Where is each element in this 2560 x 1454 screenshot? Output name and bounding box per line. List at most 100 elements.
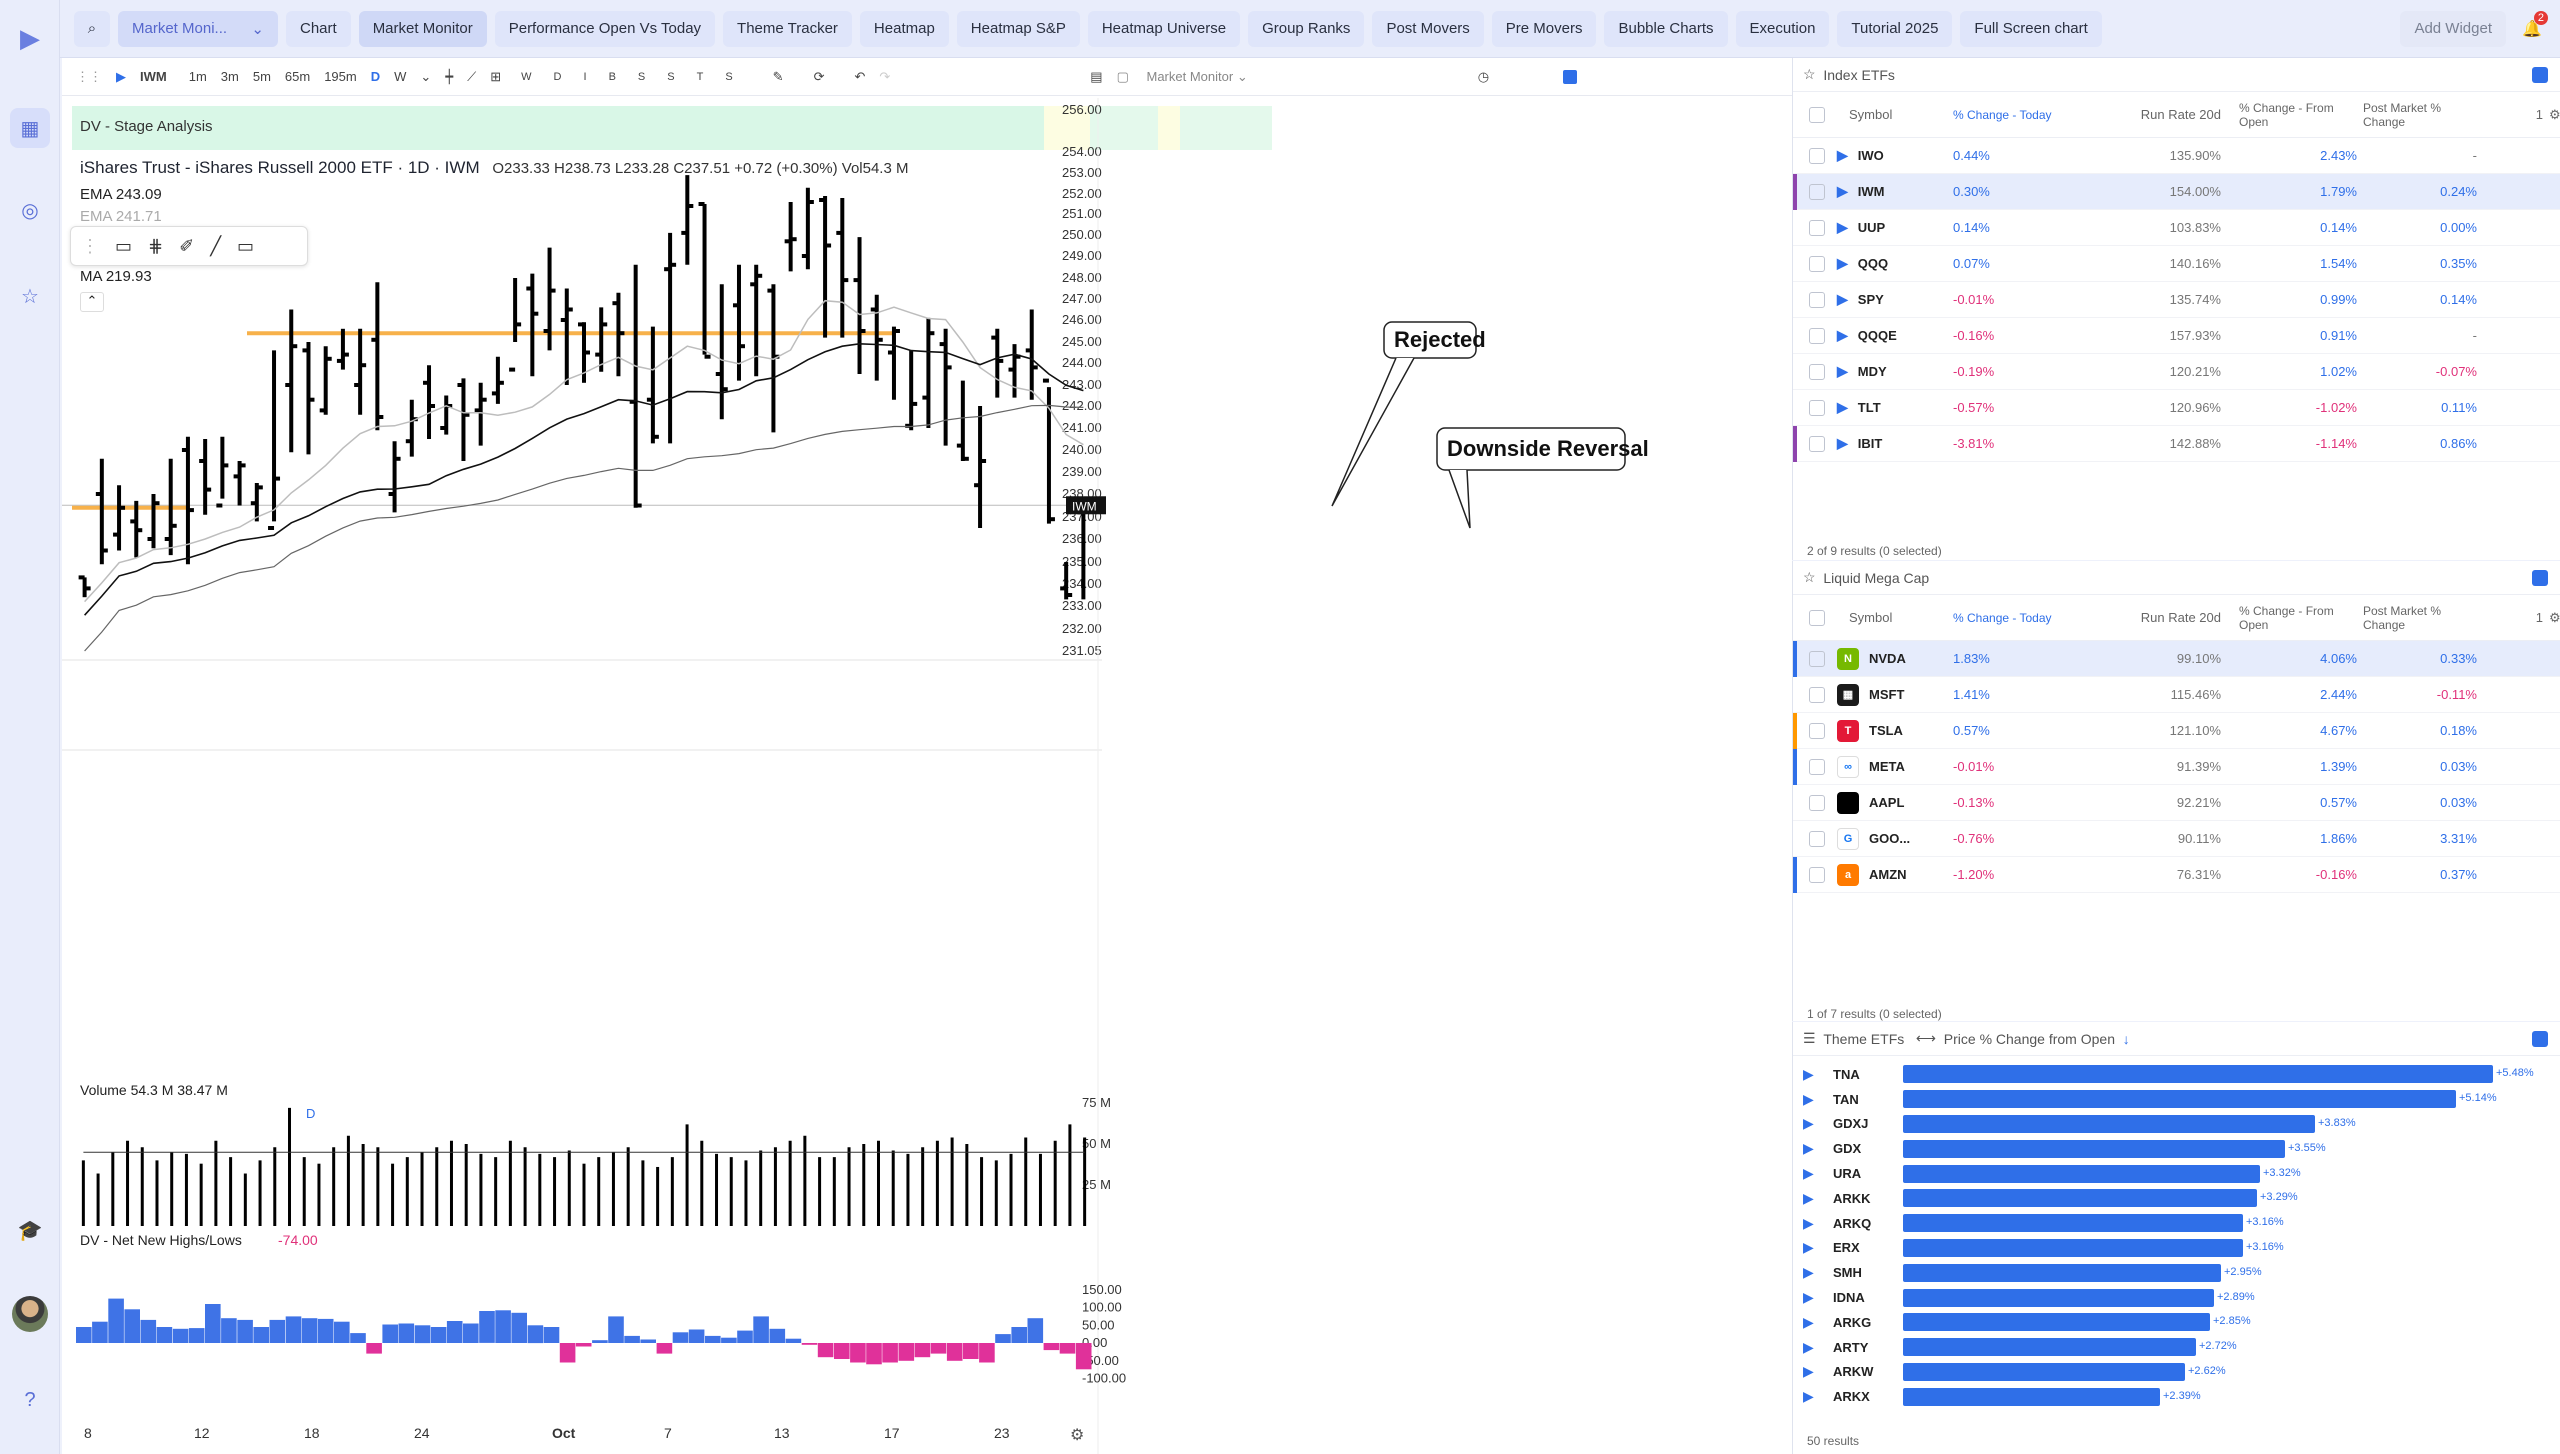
panel-color-swatch[interactable] — [1563, 69, 1578, 84]
tab-market-monitor[interactable]: Market Monitor — [358, 10, 487, 47]
interval-195m[interactable]: 195m — [324, 69, 357, 84]
tab-execution[interactable]: Execution — [1735, 10, 1830, 47]
play-icon[interactable]: ▶ — [1837, 363, 1848, 379]
table-row[interactable]: a AMZN -1.20% 76.31% -0.16% 0.37% — [1793, 857, 2560, 893]
column-run-rate[interactable]: Run Rate 20d — [2140, 610, 2221, 625]
day-filter-5[interactable]: S — [667, 70, 675, 83]
tab-bubble-charts[interactable]: Bubble Charts — [1604, 10, 1728, 47]
day-filter-4[interactable]: S — [637, 70, 646, 83]
row-checkbox[interactable] — [1809, 399, 1825, 416]
brush-tool-icon[interactable]: ✐ — [179, 235, 195, 256]
indicators-icon[interactable]: ┿ — [445, 68, 454, 84]
logo-icon[interactable]: ▶ — [20, 22, 40, 53]
tab-heatmap-universe[interactable]: Heatmap Universe — [1087, 10, 1241, 47]
pencil-icon[interactable]: ✎ — [772, 68, 784, 84]
row-checkbox[interactable] — [1809, 758, 1825, 775]
play-icon[interactable]: ▶ — [1803, 1189, 1814, 1206]
theme-bar-row[interactable]: ▶ ARTY +2.72% — [1803, 1335, 2552, 1360]
day-filter-2[interactable]: I — [583, 70, 587, 83]
panel-color-swatch[interactable] — [2532, 1030, 2548, 1047]
drag-handle-icon[interactable]: ⋮⋮ — [76, 68, 102, 84]
star-icon[interactable]: ☆ — [21, 285, 39, 308]
panel-color-swatch[interactable] — [2532, 569, 2548, 586]
tab-theme-tracker[interactable]: Theme Tracker — [723, 10, 852, 47]
refresh-icon[interactable]: ⟳ — [813, 68, 825, 84]
tab-full-screen-chart[interactable]: Full Screen chart — [1960, 10, 2102, 47]
comment-tool-icon[interactable]: ▭ — [237, 235, 255, 256]
play-icon[interactable]: ▶ — [1803, 1338, 1814, 1355]
play-icon[interactable]: ▶ — [1803, 1214, 1814, 1231]
star-icon[interactable]: ☆ — [1803, 66, 1816, 82]
theme-bar-row[interactable]: ▶ ARKK +3.29% — [1803, 1186, 2552, 1211]
play-icon[interactable]: ▶ — [1837, 183, 1848, 199]
table-row[interactable]: ∞ META -0.01% 91.39% 1.39% 0.03% — [1793, 749, 2560, 785]
settings-icon[interactable]: ⚙ — [2549, 609, 2560, 625]
interval-d[interactable]: D — [370, 69, 381, 84]
row-checkbox[interactable] — [1809, 255, 1825, 272]
layout-icon[interactable]: ▤ — [1090, 68, 1103, 84]
interval-w[interactable]: W — [394, 69, 407, 84]
select-all-checkbox[interactable] — [1809, 609, 1825, 626]
column-symbol[interactable]: Symbol — [1849, 610, 1893, 625]
row-checkbox[interactable] — [1809, 291, 1825, 308]
table-row[interactable]: ▶ TLT -0.57% 120.96% -1.02% 0.11% — [1793, 390, 2560, 426]
tab-performance-open-vs-today[interactable]: Performance Open Vs Today — [494, 10, 716, 47]
row-checkbox[interactable] — [1809, 219, 1825, 236]
row-checkbox[interactable] — [1809, 435, 1825, 452]
theme-bar-row[interactable]: ▶ GDX +3.55% — [1803, 1136, 2552, 1161]
layout-select[interactable]: ▢ Market Monitor ⌄ — [1116, 68, 1248, 84]
workspace-select[interactable]: Market Moni... ⌄ — [118, 10, 278, 47]
table-row[interactable]: ▶ MDY -0.19% 120.21% 1.02% -0.07% — [1793, 354, 2560, 390]
play-icon[interactable]: ▶ — [1837, 147, 1848, 163]
dashboard-icon[interactable]: ▦ — [10, 108, 50, 148]
undo-icon[interactable]: ↶ — [854, 68, 866, 84]
table-row[interactable]: ▶ QQQE -0.16% 157.93% 0.91% - — [1793, 318, 2560, 354]
table-row[interactable]: ▶ IBIT -3.81% 142.88% -1.14% 0.86% — [1793, 426, 2560, 462]
chevron-down-icon[interactable]: ⌄ — [420, 68, 432, 84]
settings-icon[interactable]: ⚙ — [2549, 106, 2560, 122]
line-chart-icon[interactable]: ⟋ — [467, 68, 477, 84]
row-checkbox[interactable] — [1809, 363, 1825, 380]
column-symbol[interactable]: Symbol — [1849, 107, 1893, 122]
play-icon[interactable]: ▶ — [1803, 1289, 1814, 1306]
row-checkbox[interactable] — [1809, 183, 1825, 200]
table-row[interactable]: T TSLA 0.57% 121.10% 4.67% 0.18% — [1793, 713, 2560, 749]
notifications-icon[interactable]: 🔔 2 — [2514, 10, 2550, 47]
theme-bar-row[interactable]: ▶ ERX +3.16% — [1803, 1236, 2552, 1261]
column-change-from-open[interactable]: % Change - From Open — [2239, 100, 2334, 129]
interval-3m[interactable]: 3m — [220, 69, 239, 84]
fib-tool-icon[interactable]: ⋕ — [148, 235, 164, 256]
table-row[interactable]: ▶ QQQ 0.07% 140.16% 1.54% 0.35% — [1793, 246, 2560, 282]
row-checkbox[interactable] — [1809, 722, 1825, 739]
table-row[interactable]: ▶ SPY -0.01% 135.74% 0.99% 0.14% — [1793, 282, 2560, 318]
play-icon[interactable]: ▶ — [1837, 399, 1848, 415]
play-icon[interactable]: ▶ — [1837, 291, 1848, 307]
theme-bar-row[interactable]: ▶ GDXJ +3.83% — [1803, 1112, 2552, 1137]
tab-heatmap[interactable]: Heatmap — [859, 10, 949, 47]
play-icon[interactable]: ▶ — [116, 68, 126, 84]
radar-icon[interactable]: ◎ — [21, 199, 39, 222]
theme-bar-row[interactable]: ▶ IDNA +2.89% — [1803, 1285, 2552, 1310]
help-icon[interactable]: ? — [24, 1388, 36, 1411]
column-change-today[interactable]: % Change - Today — [1953, 107, 2052, 122]
table-row[interactable]: N NVDA 1.83% 99.10% 4.06% 0.33% — [1793, 641, 2560, 677]
play-icon[interactable]: ▶ — [1803, 1090, 1814, 1107]
play-icon[interactable]: ▶ — [1837, 327, 1848, 343]
search-icon[interactable]: ⌕ — [74, 10, 110, 47]
metric-label[interactable]: Price % Change from Open — [1943, 1030, 2115, 1047]
sort-icon[interactable]: ↓ — [2122, 1030, 2130, 1047]
tab-pre-movers[interactable]: Pre Movers — [1491, 10, 1597, 47]
column-post-market[interactable]: Post Market % Change — [2363, 603, 2442, 632]
day-filter-7[interactable]: S — [725, 70, 733, 83]
row-checkbox[interactable] — [1809, 686, 1825, 703]
theme-bar-row[interactable]: ▶ TNA +5.48% — [1803, 1062, 2552, 1087]
redo-icon[interactable]: ↷ — [879, 68, 891, 84]
day-filter-3[interactable]: B — [608, 70, 616, 83]
play-icon[interactable]: ▶ — [1803, 1065, 1814, 1082]
grid-icon[interactable]: ⊞ — [490, 68, 502, 84]
table-row[interactable]: AAPL -0.13% 92.21% 0.57% 0.03% — [1793, 785, 2560, 821]
play-icon[interactable]: ▶ — [1803, 1115, 1814, 1132]
table-row[interactable]: G GOO... -0.76% 90.11% 1.86% 3.31% — [1793, 821, 2560, 857]
theme-bar-row[interactable]: ▶ URA +3.32% — [1803, 1161, 2552, 1186]
panel-color-swatch[interactable] — [2532, 66, 2548, 83]
